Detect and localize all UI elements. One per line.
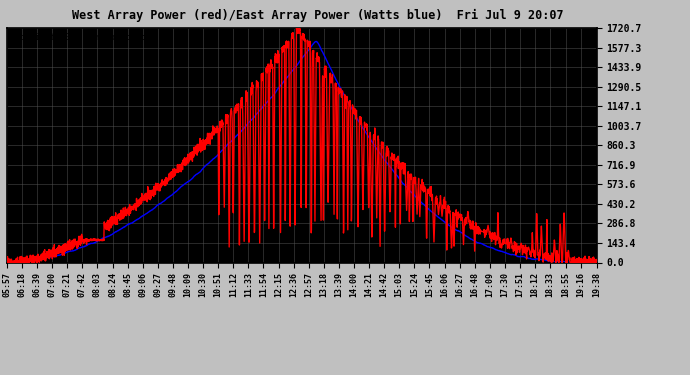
Text: Copyright 2010 Cartronics.com: Copyright 2010 Cartronics.com [10, 33, 155, 42]
Text: West Array Power (red)/East Array Power (Watts blue)  Fri Jul 9 20:07: West Array Power (red)/East Array Power … [72, 9, 563, 22]
